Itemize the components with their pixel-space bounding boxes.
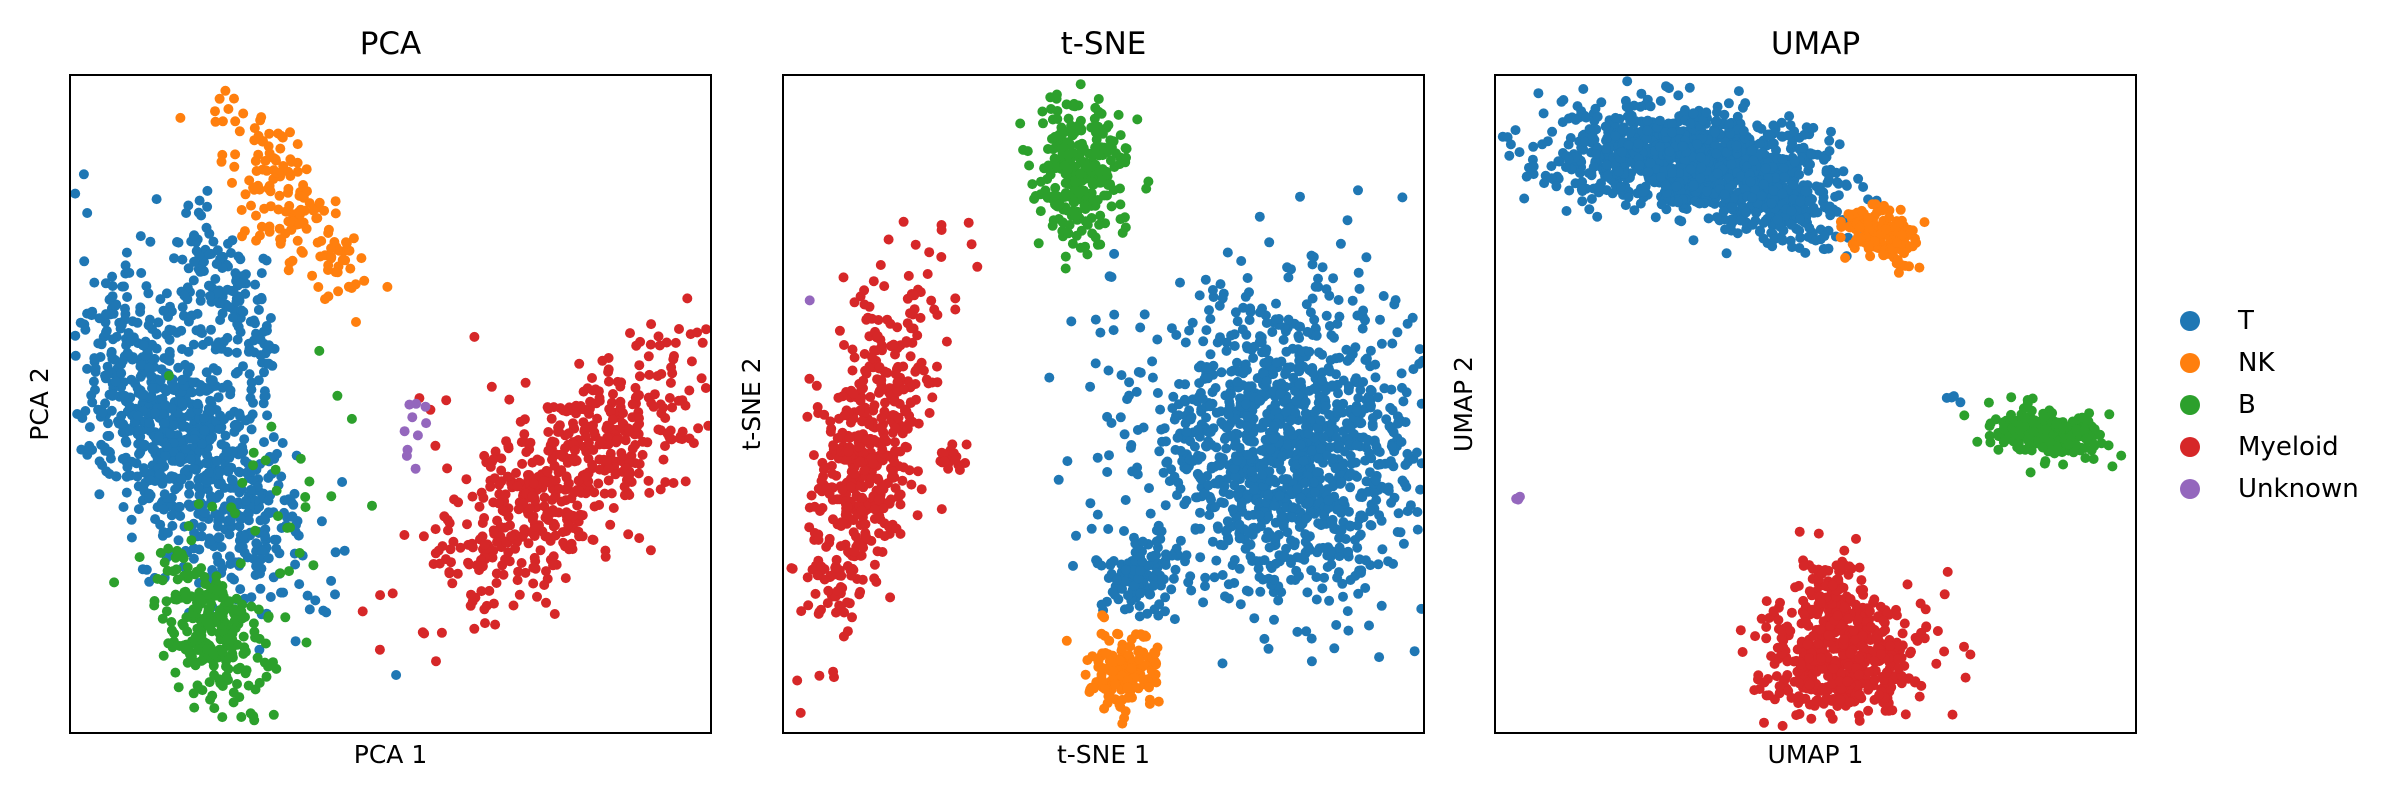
- pca-scatter: [71, 85, 710, 726]
- legend-label: Unknown: [2238, 474, 2359, 504]
- tsne-panel: t-SNE t-SNE 1 t-SNE 2: [0, 0, 1425, 800]
- legend-marker-unknown-icon: [2180, 479, 2200, 499]
- umap-plot-area: [1494, 74, 2137, 734]
- legend-label: Myeloid: [2238, 432, 2339, 462]
- legend-label: B: [2238, 390, 2256, 420]
- umap-panel: UMAP UMAP 1 UMAP 2: [0, 0, 2137, 800]
- legend-item-t: T: [2168, 300, 2359, 342]
- legend-marker-t-icon: [2180, 311, 2200, 331]
- tsne-scatter: [786, 79, 1423, 729]
- legend-item-unknown: Unknown: [2168, 468, 2359, 510]
- legend-label: NK: [2238, 348, 2275, 378]
- umap-title: UMAP: [1770, 26, 1861, 62]
- tsne-xlabel: t-SNE 1: [1056, 740, 1151, 769]
- tsne-plot-area: [782, 74, 1425, 734]
- legend-item-nk: NK: [2168, 342, 2359, 384]
- umap-scatter: [1497, 76, 2127, 731]
- tsne-title: t-SNE: [1060, 26, 1147, 62]
- legend-label: T: [2238, 306, 2254, 336]
- umap-ylabel: UMAP 2: [1449, 356, 1478, 452]
- legend-marker-myeloid-icon: [2180, 437, 2200, 457]
- legend-item-myeloid: Myeloid: [2168, 426, 2359, 468]
- legend: T NK B Myeloid Unknown: [2168, 300, 2359, 510]
- pca-panel: PCA PCA 1 PCA 2: [0, 0, 712, 800]
- legend-item-b: B: [2168, 384, 2359, 426]
- tsne-ylabel: t-SNE 2: [737, 357, 766, 451]
- legend-marker-b-icon: [2180, 395, 2200, 415]
- umap-xlabel: UMAP 1: [1767, 740, 1864, 769]
- pca-plot-area: [69, 74, 712, 734]
- pca-title: PCA: [359, 26, 422, 62]
- pca-xlabel: PCA 1: [353, 740, 428, 769]
- legend-marker-nk-icon: [2180, 353, 2200, 373]
